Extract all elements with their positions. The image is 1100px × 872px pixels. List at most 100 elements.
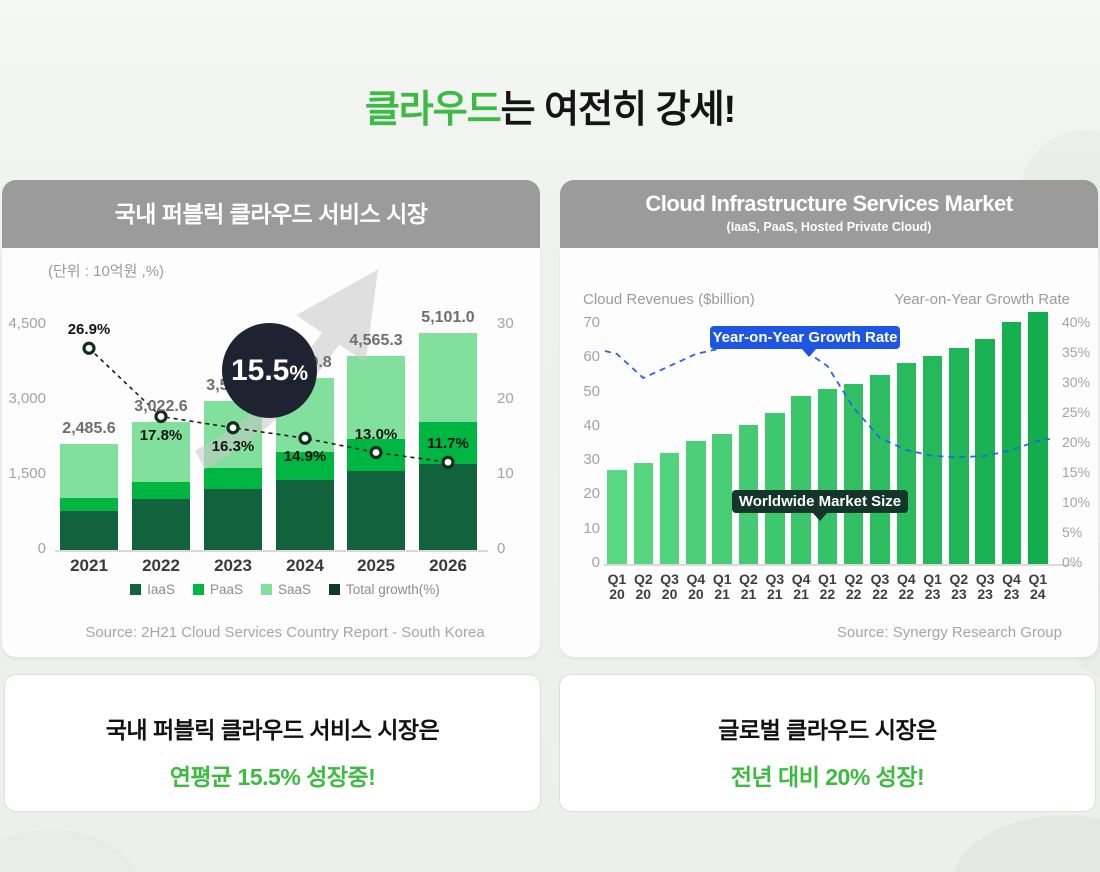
page-title: 클라우드는 여전히 강세! [0,86,1100,134]
legend-item: PaaS [192,582,243,597]
legend-item: IaaS [130,582,175,597]
x-axis-quarter-label: Q2 20 [633,571,653,602]
quarterly-revenue-bar [817,389,838,564]
x-axis-quarter-label: Q4 21 [791,571,811,602]
page-title-rest: 는 여전히 강세! [500,89,737,131]
quarterly-revenue-bar [633,462,654,564]
x-axis-quarter-label: Q2 21 [739,571,758,602]
right-chart-left-axis-tick: 60 [583,348,600,366]
x-axis-quarter-label: Q1 21 [712,571,732,602]
growth-pct-label: 17.8% [139,426,183,444]
right-chart-right-axis-tick: 25% [1062,404,1091,420]
yoy-growth-rate-flag-label: Year-on-Year Growth Rate [712,329,898,346]
quarterly-revenue-bar [896,363,917,564]
left-chart-baseline [55,550,488,552]
right-chart-source: Source: Synergy Research Group [836,624,1062,641]
quarterly-revenue-bar [712,433,732,564]
quarterly-revenue-bar [949,347,969,564]
x-axis-quarter-label: Q3 23 [975,571,995,602]
left-chart-legend: IaaS PaaS SaaS Total growth(%) [30,582,540,597]
quarterly-revenue-bar [1001,322,1022,564]
right-chart-right-axis-tick: 0% [1062,554,1083,570]
legend-label: IaaS [147,582,175,597]
legend-label: Total growth(%) [346,582,440,597]
bar-segment-iaas [419,464,477,550]
legend-swatch [130,584,142,595]
bar-segment-paas [347,439,405,472]
bar-segment-iaas [347,471,405,550]
x-axis-quarter-label: Q4 22 [896,571,916,602]
bar-segment-iaas [276,479,334,550]
x-axis-quarter-label: Q2 23 [949,571,969,602]
right-chart-right-axis-tick: 40% [1062,314,1091,330]
x-axis-quarter-label: Q2 22 [844,571,864,602]
right-panel-title: Cloud Infrastructure Services Market [645,191,1013,216]
right-chart-right-axis-tick: 10% [1062,494,1091,510]
x-axis-quarter-label: Q3 21 [765,571,785,602]
x-axis-year-label: 2021 [70,556,108,575]
right-chart-right-caption: Year-on-Year Growth Rate [894,291,1070,308]
right-chart-left-axis-tick: 40 [583,416,600,434]
left-axis-tick: 4,500 [8,315,46,332]
x-axis-year-label: 2025 [357,556,395,575]
right-panel-header: Cloud Infrastructure Services Market (Ia… [560,180,1098,248]
x-axis-quarter-label: Q1 23 [923,571,942,602]
flag-pointer [812,512,828,521]
bar-segment-iaas [60,510,118,550]
worldwide-market-size-flag-label: Worldwide Market Size [738,493,902,510]
bar-segment-paas [132,482,190,499]
right-chart-right-axis-tick: 35% [1062,344,1091,360]
decorative-leaf-blob [950,815,1100,872]
x-axis-quarter-label: Q3 20 [660,571,679,602]
growth-pct-label: 13.0% [354,425,398,443]
growth-pct-label: 16.3% [211,437,255,455]
right-chart-right-axis-tick: 30% [1062,374,1091,390]
x-axis-quarter-label: Q1 24 [1028,571,1048,602]
legend-swatch [192,584,204,595]
page-title-accent: 클라우드 [364,89,502,131]
left-axis-tick: 3,000 [8,390,46,407]
x-axis-quarter-label: Q4 23 [1002,571,1021,602]
growth-pct-label: 14.9% [283,448,327,466]
left-axis-tick: 0 [37,540,46,557]
left-axis-tick: 1,500 [8,465,46,482]
quarterly-revenue-bar [843,383,864,564]
legend-swatch [260,584,272,595]
left-summary-line1: 국내 퍼블릭 클라우드 서비스 시장은 [105,717,440,743]
quarterly-revenue-bar [765,413,785,564]
right-axis-tick: 20 [497,390,514,407]
x-axis-year-label: 2023 [214,556,252,575]
x-axis-year-label: 2024 [286,556,324,575]
quarterly-revenue-bar [607,469,627,564]
right-panel-subtitle: (IaaS, PaaS, Hosted Private Cloud) [726,220,932,234]
right-axis-tick: 10 [497,465,514,482]
right-summary-line1: 글로벌 클라우드 시장은 [718,717,937,743]
right-chart-left-axis-tick: 10 [583,519,600,537]
left-chart-source: Source: 2H21 Cloud Services Country Repo… [85,624,485,641]
right-chart-left-axis-tick: 20 [583,485,600,503]
x-axis-quarter-label: Q4 20 [686,571,706,602]
quarterly-revenue-bar [1028,311,1048,564]
right-summary-line2: 전년 대비 20% 성장! [730,764,925,790]
bar-total-label: 2,485.6 [62,420,116,438]
right-chart-left-axis-tick: 70 [583,313,600,331]
quarterly-revenue-bar [870,375,890,564]
worldwide-market-size-flag: Worldwide Market Size [732,490,908,521]
bar-segment-paas [204,467,262,489]
x-axis-year-label: 2022 [142,556,180,575]
yoy-growth-rate-flag: Year-on-Year Growth Rate [710,326,900,357]
right-axis-tick: 0 [497,540,506,557]
bar-segment-iaas [204,488,262,550]
cagr-badge-value: 15.5 [230,354,290,387]
right-chart-baseline [604,564,1076,566]
bar-total-label: 5,101.0 [421,309,475,327]
left-summary-line2: 연평균 15.5% 성장중! [169,764,376,790]
right-chart-right-axis-tick: 5% [1062,524,1083,540]
legend-item: Total growth(%) [329,582,440,597]
quarterly-revenue-bar [975,339,995,564]
left-chart-unit-note: (단위 : 10억원 ,%) [48,263,165,280]
bar-segment-saas [60,444,118,499]
legend-label: PaaS [209,582,243,597]
flag-pointer [800,348,817,357]
